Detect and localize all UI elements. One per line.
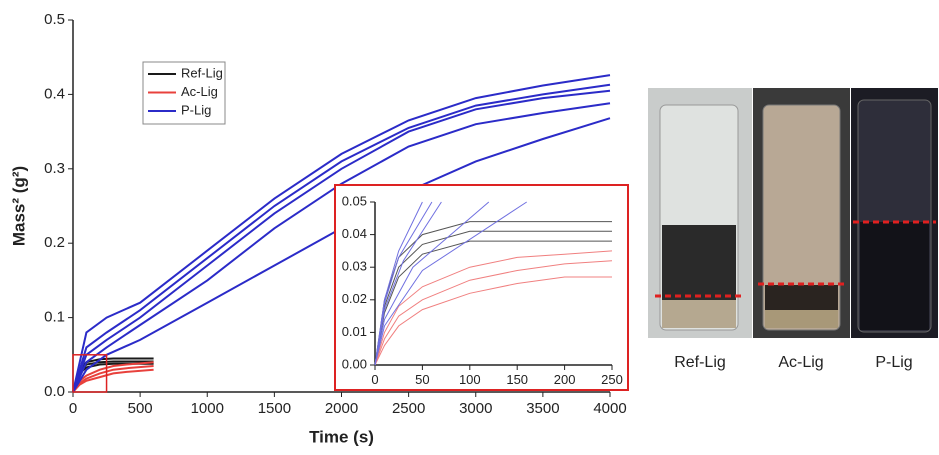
legend: Ref-Lig Ac-Lig P-Lig bbox=[142, 61, 226, 125]
x-tick-label: 0 bbox=[371, 372, 378, 387]
y-axis-label: Mass² (g²) bbox=[9, 166, 28, 246]
x-axis-label: Time (s) bbox=[309, 427, 374, 446]
y-tick-label: 0.02 bbox=[342, 291, 367, 306]
x-tick-label: 200 bbox=[554, 372, 576, 387]
photo-label: Ref-Lig bbox=[674, 354, 726, 371]
sediment bbox=[662, 300, 736, 328]
y-tick-label: 0.00 bbox=[342, 356, 367, 371]
x-tick-label: 50 bbox=[415, 372, 429, 387]
photo-label: P-Lig bbox=[875, 354, 912, 371]
curve bbox=[374, 250, 613, 366]
y-tick-label: 0.3 bbox=[44, 160, 65, 177]
tube bbox=[762, 104, 841, 331]
legend-label: P-Lig bbox=[181, 102, 211, 117]
y-tick-label: 0.1 bbox=[44, 309, 65, 326]
photo-label: Ac-Lig bbox=[778, 354, 823, 371]
y-tick-label: 0.04 bbox=[342, 226, 367, 241]
y-tick-label: 0.03 bbox=[342, 259, 367, 274]
curve bbox=[374, 201, 442, 366]
curve bbox=[374, 201, 490, 366]
x-tick-label: 0 bbox=[69, 400, 77, 417]
x-tick-label: 250 bbox=[601, 372, 623, 387]
sediment bbox=[765, 310, 838, 328]
curve bbox=[374, 276, 612, 366]
y-tick-label: 0.4 bbox=[44, 85, 65, 102]
x-tick-label: 2500 bbox=[392, 400, 425, 417]
y-tick-label: 0.2 bbox=[44, 234, 65, 251]
curve bbox=[374, 201, 433, 366]
x-tick-label: 2000 bbox=[325, 400, 358, 417]
curve bbox=[72, 89, 611, 393]
legend-label: Ac-Lig bbox=[181, 84, 218, 99]
curve bbox=[374, 201, 527, 366]
curve bbox=[72, 102, 611, 393]
sample bbox=[860, 222, 929, 330]
x-tick-label: 1500 bbox=[258, 400, 291, 417]
photos: Ref-Lig Ac-Lig P-Lig bbox=[648, 88, 938, 371]
x-tick-label: 100 bbox=[459, 372, 481, 387]
x-tick-label: 3000 bbox=[459, 400, 492, 417]
curve bbox=[374, 230, 612, 366]
sample bbox=[662, 225, 736, 300]
y-tick-label: 0.05 bbox=[342, 193, 367, 208]
curve bbox=[72, 83, 611, 393]
sample bbox=[765, 285, 838, 310]
x-tick-label: 1000 bbox=[191, 400, 224, 417]
x-tick-label: 3500 bbox=[526, 400, 559, 417]
x-tick-label: 4000 bbox=[593, 400, 626, 417]
curve bbox=[72, 368, 154, 393]
curve bbox=[72, 365, 154, 393]
curve bbox=[374, 260, 613, 366]
y-tick-label: 0.5 bbox=[44, 11, 65, 28]
curve bbox=[72, 74, 611, 393]
legend-label: Ref-Lig bbox=[181, 65, 223, 80]
y-tick-label: 0.0 bbox=[44, 383, 65, 400]
y-tick-label: 0.01 bbox=[342, 324, 367, 339]
inset-frame bbox=[334, 184, 629, 391]
x-tick-label: 500 bbox=[128, 400, 153, 417]
curve bbox=[374, 240, 612, 366]
curve bbox=[72, 117, 611, 393]
zoom-box bbox=[72, 354, 108, 393]
x-tick-label: 150 bbox=[506, 372, 528, 387]
